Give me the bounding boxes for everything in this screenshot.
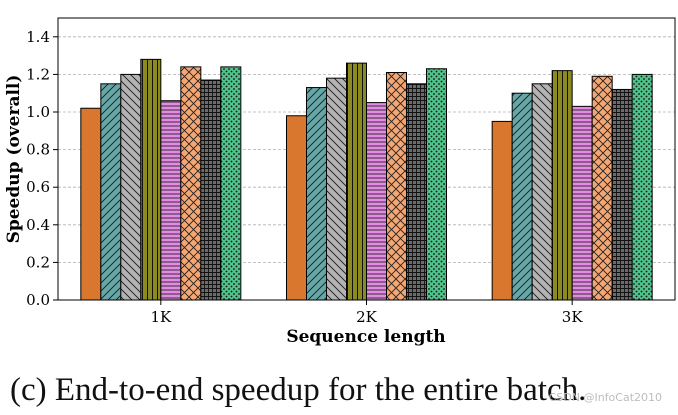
bar-3K-series-8 [631,73,653,301]
x-axis-ticks: 1K 2K 3K [150,300,583,326]
bar-2K-series-8 [426,68,447,301]
bar-2K-series-3 [326,77,347,301]
bar-3K-series-6 [591,75,613,301]
y-tick-label: 0.4 [26,216,50,234]
speedup-bar-chart: 0.0 0.2 0.4 0.6 0.8 1.0 1.2 1.4 1K 2K 3K Sequence… [4,17,676,347]
x-axis-label: Sequence length [286,327,445,347]
bar-3K-series-4 [551,70,573,301]
bars [80,58,653,301]
bar-2K-series-6 [386,72,407,301]
x-tick-label: 1K [150,308,172,326]
bar-3K-series-1 [491,120,513,301]
y-tick-label: 0.2 [26,253,50,271]
bar-1K-series-7 [200,79,222,301]
bar-2K-series-2 [306,87,327,301]
bar-3K-series-5 [571,105,593,301]
bar-2K-series-7 [406,83,427,301]
y-tick-label: 0.8 [26,141,50,159]
bar-1K-series-4 [140,58,162,301]
y-tick-label: 1.4 [26,28,50,46]
x-tick-label: 3K [562,308,584,326]
bar-3K-series-3 [531,83,553,301]
bar-1K-series-6 [180,66,202,301]
y-axis-ticks: 0.0 0.2 0.4 0.6 0.8 1.0 1.2 1.4 [26,28,58,309]
watermark: CSDN @InfoCat2010 [548,391,662,404]
bar-1K-series-5 [160,100,182,301]
figure-caption: (c) End-to-end speedup for the entire ba… [10,372,587,408]
bar-2K-series-5 [366,102,387,301]
x-tick-label: 2K [356,308,378,326]
y-axis-label: Speedup (overall) [4,75,24,244]
bar-1K-series-2 [100,83,122,301]
bar-1K-series-1 [80,107,102,301]
bar-2K-series-4 [346,62,367,301]
y-tick-label: 0.6 [26,178,50,196]
y-tick-label: 1.2 [26,65,50,83]
bar-1K-series-8 [220,66,242,301]
bar-3K-series-2 [511,92,533,301]
y-tick-label: 1.0 [26,103,50,121]
y-tick-label: 0.0 [26,291,50,309]
bar-3K-series-7 [611,88,633,301]
bar-2K-series-1 [286,115,307,301]
bar-1K-series-3 [120,73,142,301]
